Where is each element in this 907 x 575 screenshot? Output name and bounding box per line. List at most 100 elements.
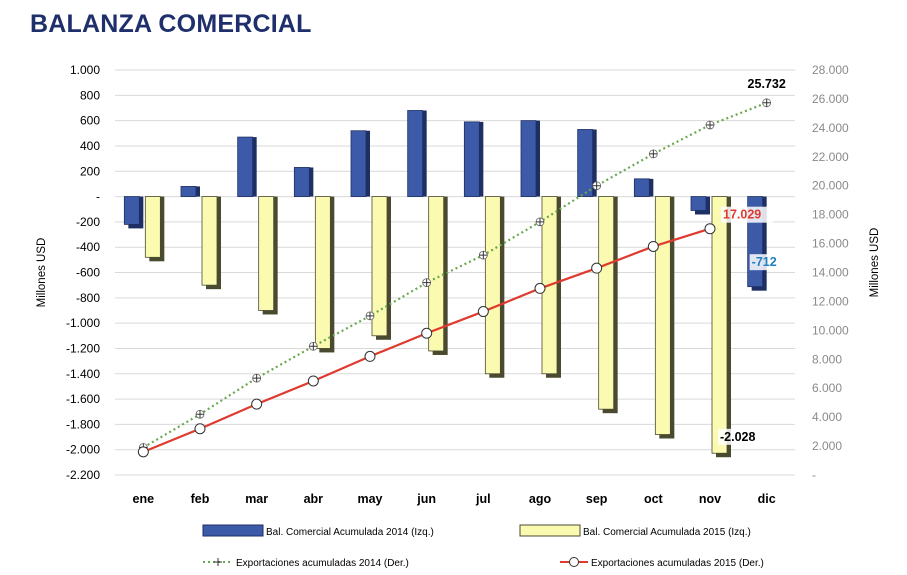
bar-2014 (350, 130, 367, 197)
point-exports-2015 (477, 306, 489, 318)
point-exports-2015 (194, 423, 206, 435)
annotations: 25.732 17.029 -712 -2.028 (718, 75, 793, 445)
y-tick-label-left: 600 (80, 114, 100, 128)
bar-2015 (428, 196, 445, 352)
y-tick-label-left: -1.600 (66, 392, 100, 406)
bar-2015 (201, 196, 218, 286)
y-tick-label-right: 28.000 (812, 63, 849, 77)
y-tick-label-left: -2.000 (66, 443, 100, 457)
bar-2014 (407, 110, 424, 197)
bars-layer (123, 110, 767, 458)
legend-label: Exportaciones acumuladas 2014 (Der.) (236, 558, 409, 569)
annotation-bg (740, 75, 793, 92)
bar-2015 (484, 196, 501, 375)
point-exports-2015 (534, 282, 546, 294)
point-marker-2014 (422, 278, 431, 287)
legend-marker (569, 557, 579, 567)
y-tick-label-right: 10.000 (812, 323, 849, 337)
x-tick-label: ago (529, 492, 552, 506)
y-tick-label-left: -600 (76, 266, 100, 280)
bar-2014 (463, 121, 480, 197)
x-tick-label: sep (586, 492, 608, 506)
annotation-bg (721, 206, 773, 223)
point-exports-2015 (704, 223, 716, 235)
y-tick-label-left: -200 (76, 215, 100, 229)
y-axis-title-right: Millones USD (869, 228, 881, 298)
legend-swatch (202, 524, 264, 537)
bar-2015 (371, 196, 388, 337)
annotation-label: 25.732 (748, 77, 786, 91)
annotation-label: -712 (752, 255, 777, 269)
bar-2014 (237, 136, 254, 197)
legend-label: Bal. Comercial Acumulada 2015 (Izq.) (583, 527, 751, 538)
y-axis-left: 1.000 800 600 400 200 - -200 -400 -600 -800 -1.000… (36, 63, 100, 482)
y-axis-right: 28.000 26.000 24.000 22.000 20.000 18.000 16.0… (812, 63, 881, 482)
point-exports-2015 (364, 350, 376, 362)
y-tick-label-right: 16.000 (812, 237, 849, 251)
x-tick-label: abr (304, 492, 324, 506)
bar-2014 (293, 167, 310, 197)
line-exports-2014 (142, 101, 768, 449)
bar-2014 (180, 186, 197, 197)
point-marker-2014 (309, 342, 318, 351)
bar-2015 (598, 196, 615, 410)
point-marker-2014 (536, 217, 544, 226)
annotation-label: -2.028 (720, 430, 755, 444)
point-exports-2015 (421, 327, 433, 339)
point-marker-2014 (592, 181, 601, 190)
point-exports-2015 (647, 240, 659, 252)
point-marker-2014 (762, 98, 771, 107)
x-tick-label: dic (758, 492, 776, 506)
x-tick-label: jun (416, 492, 436, 506)
point-marker-2014 (706, 120, 714, 129)
y-tick-label-left: -1.400 (66, 367, 100, 381)
point-marker-2014 (479, 251, 488, 260)
lines-layer (137, 98, 772, 458)
bar-2015 (258, 196, 275, 311)
annotation-bg (749, 254, 786, 271)
x-tick-label: may (357, 492, 382, 506)
y-tick-label-left: -2.200 (66, 468, 100, 482)
y-tick-label-left: -1.800 (66, 417, 100, 431)
bar-2015 (711, 196, 728, 454)
legend-label: Exportaciones acumuladas 2015 (Der.) (591, 558, 764, 569)
legend-swatch (519, 524, 581, 537)
y-tick-label-left: 800 (80, 88, 100, 102)
y-tick-label-left: 1.000 (70, 63, 100, 77)
y-tick-label-right: 2.000 (812, 439, 842, 453)
point-exports-2015 (591, 262, 603, 274)
bar-2015 (144, 196, 161, 258)
legend-label: Bal. Comercial Acumulada 2014 (Izq.) (266, 527, 434, 538)
x-tick-label: jul (475, 492, 491, 506)
point-exports-2015 (307, 375, 319, 387)
point-marker-2014 (196, 410, 204, 419)
y-tick-label-left: -800 (76, 291, 100, 305)
line-exports-2015 (142, 227, 711, 453)
y-tick-label-right: 14.000 (812, 266, 849, 280)
bar-2015 (654, 196, 671, 435)
y-tick-label-left: -1.200 (66, 341, 100, 355)
x-tick-label: nov (699, 492, 721, 506)
y-tick-label-left: -1.000 (66, 316, 100, 330)
bar-2014 (520, 120, 537, 197)
bar-2014 (633, 178, 650, 197)
y-tick-label-left: -400 (76, 240, 100, 254)
x-axis: ene feb mar abr may jun jul ago sep oct nov dic (133, 492, 776, 506)
y-tick-label-right: 20.000 (812, 179, 849, 193)
x-tick-label: feb (191, 492, 210, 506)
annotation-bg (718, 428, 770, 445)
y-tick-label-right: 18.000 (812, 208, 849, 222)
y-tick-label-left: 400 (80, 139, 100, 153)
point-marker-2014 (366, 311, 374, 320)
point-exports-2015 (137, 446, 149, 458)
bar-2014 (123, 196, 140, 225)
legend: Bal. Comercial Acumulada 2014 (Izq.) Bal.… (202, 524, 764, 569)
point-marker-2014 (649, 149, 658, 158)
y-axis-title-left: Millones USD (36, 238, 48, 308)
x-tick-label: oct (644, 492, 664, 506)
bar-2014 (577, 129, 594, 197)
bar-2014 (690, 196, 707, 211)
point-marker-2014 (252, 374, 261, 383)
point-exports-2015 (251, 398, 263, 410)
